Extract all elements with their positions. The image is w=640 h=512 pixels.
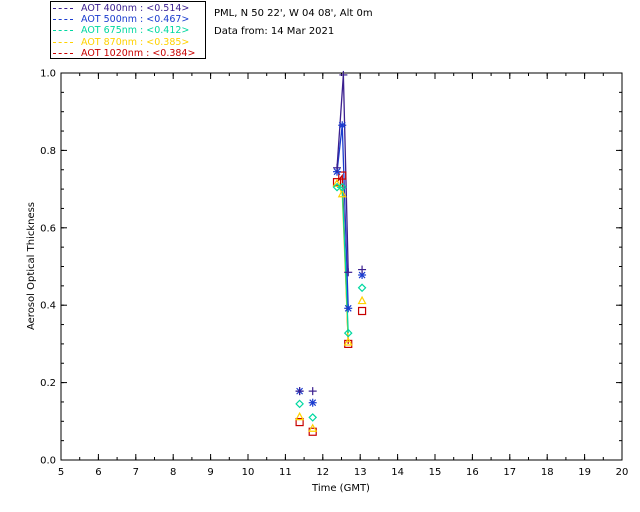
y-tick-label: 1.0 [40, 69, 56, 80]
legend-swatch [53, 8, 73, 9]
x-tick-label: 13 [354, 467, 367, 478]
data-point [338, 121, 347, 130]
data-point [357, 295, 367, 305]
legend-label: AOT 870nm : <0.385> [81, 36, 190, 48]
legend-item: AOT 400nm : <0.514> [53, 3, 189, 14]
x-tick-label: 9 [207, 467, 213, 478]
data-point [338, 171, 347, 180]
x-tick-label: 20 [616, 467, 629, 478]
legend: AOT 400nm : <0.514> AOT 500nm : <0.467> AO… [50, 1, 206, 59]
legend-label: AOT 675nm : <0.412> [81, 25, 190, 37]
legend-swatch [53, 19, 73, 21]
y-axis-label: Aerosol Optical Thickness [26, 202, 37, 330]
data-point [357, 283, 367, 293]
y-tick-label: 0.6 [40, 223, 56, 234]
x-tick-label: 19 [578, 467, 591, 478]
data-point [295, 417, 304, 427]
legend-swatch [53, 41, 73, 43]
data-point [339, 70, 348, 79]
y-axis: 0.0 0.2 0.4 0.6 0.8 1.0 [40, 69, 622, 467]
data-point [295, 399, 304, 409]
data-point [308, 398, 317, 407]
y-tick-label: 0.0 [40, 456, 56, 467]
data-point [308, 423, 318, 432]
data-point [333, 163, 342, 172]
x-tick-label: 16 [466, 467, 479, 478]
location-text: PML, N 50 22', W 04 08', Alt 0m [214, 8, 373, 19]
data-point [357, 306, 367, 316]
legend-label: AOT 400nm : <0.514> [81, 3, 190, 14]
x-tick-label: 11 [279, 467, 292, 478]
data-point [337, 182, 347, 192]
series-layer [295, 70, 367, 436]
data-point [344, 268, 353, 277]
legend-label: AOT 1020nm : <0.384> [81, 47, 196, 59]
x-axis-label: Time (GMT) [311, 483, 370, 494]
legend-swatch [53, 30, 73, 32]
x-tick-label: 5 [58, 467, 64, 478]
legend-item: AOT 675nm : <0.412> [53, 25, 189, 36]
data-point [295, 387, 304, 396]
legend-label: AOT 500nm : <0.467> [81, 14, 190, 26]
legend-item: AOT 500nm : <0.467> [53, 14, 189, 25]
y-tick-label: 0.8 [40, 146, 56, 157]
data-point [308, 413, 318, 422]
x-tick-label: 14 [391, 467, 404, 478]
x-tick-label: 10 [242, 467, 255, 478]
data-point [332, 178, 342, 187]
date-text: Data from: 14 Mar 2021 [214, 26, 335, 37]
legend-item: AOT 1020nm : <0.384> [53, 48, 195, 59]
legend-item: AOT 870nm : <0.385> [53, 37, 189, 48]
data-point [295, 411, 305, 421]
y-tick-label: 0.2 [40, 378, 56, 389]
legend-swatch [53, 52, 73, 54]
x-tick-label: 18 [541, 467, 554, 478]
x-tick-label: 8 [170, 467, 176, 478]
x-tick-label: 15 [429, 467, 442, 478]
data-point [343, 337, 353, 346]
data-point [308, 387, 317, 396]
x-tick-label: 17 [503, 467, 516, 478]
x-tick-label: 12 [316, 467, 329, 478]
data-point [344, 304, 353, 313]
x-axis: 5 6 7 8 9 10 11 12 13 14 15 16 17 18 19 20 [58, 73, 629, 478]
data-point [358, 265, 367, 274]
data-point [343, 328, 353, 338]
x-tick-label: 6 [95, 467, 101, 478]
x-tick-label: 7 [133, 467, 139, 478]
data-point [337, 188, 347, 198]
y-tick-label: 0.4 [40, 301, 56, 312]
